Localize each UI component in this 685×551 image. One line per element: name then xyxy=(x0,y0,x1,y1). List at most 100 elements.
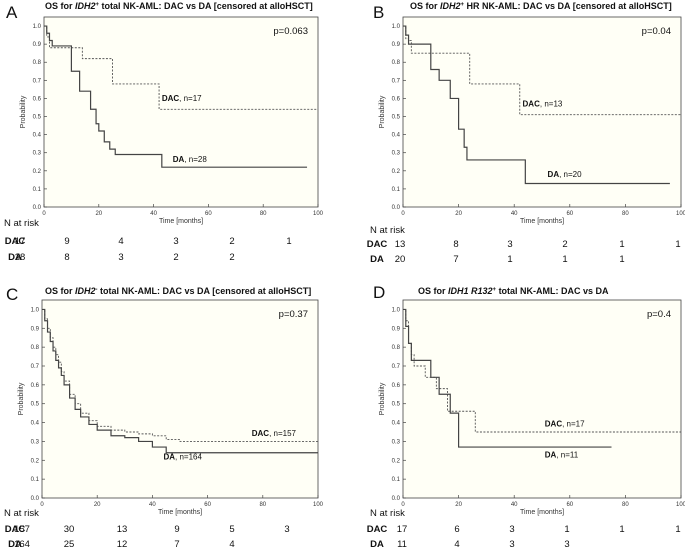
y-tick-label: 0.0 xyxy=(31,496,40,502)
y-tick-label: 0.2 xyxy=(31,458,40,464)
plot-area xyxy=(43,16,319,208)
x-tick-label: 40 xyxy=(149,502,156,508)
panel-letter: D xyxy=(373,283,385,302)
x-tick-label: 80 xyxy=(259,502,266,508)
panel-d: D OS for IDH1 R132+ total NK-AML: DAC vs … xyxy=(367,283,685,550)
risk-count: 1 xyxy=(507,254,512,265)
x-tick-label: 40 xyxy=(511,211,518,217)
risk-count: 20 xyxy=(395,254,406,265)
y-tick-label: 0.7 xyxy=(392,364,401,370)
y-tick-label: 0.5 xyxy=(392,115,401,121)
y-tick-label: 0.9 xyxy=(392,42,401,48)
panel-c: C OS for IDH2- total NK-AML: DAC vs DA [c… xyxy=(4,285,324,550)
risk-row-name: DAC xyxy=(5,524,26,535)
risk-count: 3 xyxy=(173,236,178,247)
y-tick-label: 0.3 xyxy=(392,151,401,157)
x-tick-label: 20 xyxy=(455,211,462,217)
y-tick-label: 0.1 xyxy=(31,477,40,483)
risk-count: 1 xyxy=(562,254,567,265)
risk-count: 17 xyxy=(15,236,26,247)
x-tick-label: 60 xyxy=(204,502,211,508)
risk-row-name: DA xyxy=(8,252,22,263)
n-at-risk-label: N at risk xyxy=(4,508,39,519)
y-tick-label: 0.4 xyxy=(31,421,40,427)
risk-count: 2 xyxy=(173,252,178,263)
x-tick-label: 20 xyxy=(94,502,101,508)
y-axis-label: Probability xyxy=(379,382,386,415)
risk-count: 1 xyxy=(619,254,624,265)
survival-curve-dac xyxy=(403,25,681,116)
risk-count: 157 xyxy=(14,524,30,535)
series-label-dac: DAC, n=17 xyxy=(545,419,585,428)
y-axis-label: Probability xyxy=(20,95,27,128)
y-tick-label: 0.9 xyxy=(392,326,401,332)
x-axis-label: Time [months] xyxy=(158,509,202,516)
x-tick-label: 40 xyxy=(511,502,518,508)
risk-count: 9 xyxy=(64,236,69,247)
x-tick-label: 0 xyxy=(401,502,405,508)
y-tick-label: 0.9 xyxy=(33,42,42,48)
y-tick-label: 0.1 xyxy=(33,187,42,193)
y-axis-label: Probability xyxy=(18,382,25,415)
y-tick-label: 0.5 xyxy=(392,402,401,408)
panel-b: B OS for IDH2+ HR NK-AML: DAC vs DA [cens… xyxy=(367,1,685,265)
x-tick-label: 80 xyxy=(622,502,629,508)
risk-row-name: DAC xyxy=(5,236,26,247)
y-tick-label: 0.2 xyxy=(33,169,42,175)
x-tick-label: 100 xyxy=(313,502,324,508)
risk-count: 4 xyxy=(229,539,234,550)
x-tick-label: 0 xyxy=(42,211,46,217)
risk-count: 30 xyxy=(64,524,75,535)
panel-a: A OS for IDH2+ total NK-AML: DAC vs DA [c… xyxy=(4,1,324,263)
y-tick-label: 0.7 xyxy=(31,364,40,370)
risk-count: 25 xyxy=(64,539,75,550)
risk-count: 9 xyxy=(174,524,179,535)
risk-row-name: DA xyxy=(370,254,384,265)
plot-area xyxy=(402,299,682,499)
risk-count: 3 xyxy=(564,539,569,550)
risk-row-name: DA xyxy=(370,539,384,550)
risk-count: 2 xyxy=(562,239,567,250)
risk-count: 1 xyxy=(675,239,680,250)
y-tick-label: 0.4 xyxy=(392,133,401,139)
risk-count: 6 xyxy=(454,524,459,535)
risk-row-name: DA xyxy=(8,539,22,550)
y-tick-label: 0.8 xyxy=(33,60,42,66)
y-tick-label: 1.0 xyxy=(33,24,42,30)
x-tick-label: 20 xyxy=(455,502,462,508)
y-tick-label: 0.9 xyxy=(31,326,40,332)
risk-count: 7 xyxy=(174,539,179,550)
y-tick-label: 0.6 xyxy=(31,383,40,389)
y-tick-label: 0.6 xyxy=(33,96,42,102)
y-tick-label: 0.1 xyxy=(392,187,401,193)
risk-row-name: DAC xyxy=(367,239,388,250)
risk-count: 17 xyxy=(397,524,408,535)
risk-count: 2 xyxy=(229,252,234,263)
chart-title: OS for IDH2+ total NK-AML: DAC vs DA [ce… xyxy=(45,1,313,11)
series-label-da: DA, n=20 xyxy=(548,170,583,179)
x-tick-label: 60 xyxy=(566,502,573,508)
risk-count: 3 xyxy=(509,539,514,550)
series-label-dac: DAC, n=13 xyxy=(523,100,563,109)
risk-count: 1 xyxy=(286,236,291,247)
survival-curve-da xyxy=(42,308,318,454)
risk-row-name: DAC xyxy=(367,524,388,535)
risk-count: 8 xyxy=(453,239,458,250)
survival-curve-da xyxy=(403,25,670,185)
y-tick-label: 1.0 xyxy=(392,307,401,313)
y-tick-label: 0.7 xyxy=(33,78,42,84)
y-tick-label: 0.8 xyxy=(392,60,401,66)
n-at-risk-label: N at risk xyxy=(370,508,405,519)
risk-count: 3 xyxy=(284,524,289,535)
x-tick-label: 20 xyxy=(95,211,102,217)
series-label-da: DA, n=28 xyxy=(173,155,208,164)
x-tick-label: 100 xyxy=(313,211,324,217)
plot-area xyxy=(402,16,682,208)
x-axis-label: Time [months] xyxy=(520,509,564,516)
plot-area xyxy=(41,299,319,499)
risk-count: 8 xyxy=(64,252,69,263)
y-tick-label: 0.8 xyxy=(31,345,40,351)
y-tick-label: 0.4 xyxy=(33,133,42,139)
risk-count: 3 xyxy=(509,524,514,535)
x-tick-label: 40 xyxy=(150,211,157,217)
